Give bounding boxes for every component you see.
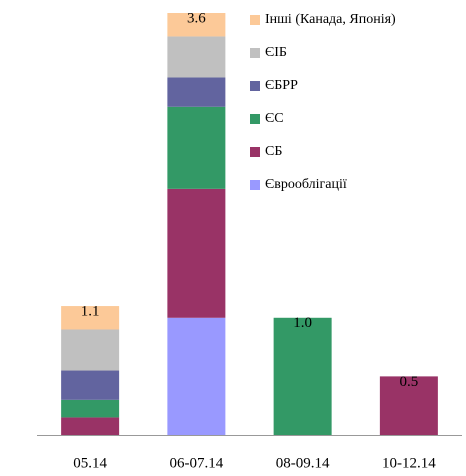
x-tick-label: 05.14 [73, 455, 107, 471]
legend-label: Єврооблігації [265, 177, 347, 192]
bar-segment [61, 417, 120, 435]
x-tick-label: 10-12.14 [382, 455, 436, 471]
total-label: 0.5 [400, 374, 419, 390]
total-label: 1.0 [293, 315, 312, 331]
bar-segment [379, 376, 438, 435]
legend-label: ЄІБ [265, 45, 287, 60]
legend-swatch [250, 81, 260, 91]
legend-label: ЄС [265, 111, 284, 126]
x-tick-label: 08-09.14 [276, 455, 330, 471]
bar-segment [167, 188, 226, 318]
bar-segment [167, 77, 226, 107]
bar-segment [167, 106, 226, 189]
legend-label: СБ [265, 144, 282, 159]
legend-swatch [250, 147, 260, 157]
legend-label: Інші (Канада, Японія) [265, 12, 396, 27]
bar-segment [167, 36, 226, 78]
bar-segment [167, 317, 226, 435]
bar-segment [61, 370, 120, 400]
bar-segment [61, 306, 120, 330]
legend-label: ЄБРР [265, 78, 298, 93]
legend-swatch [250, 48, 260, 58]
legend-swatch [250, 114, 260, 124]
total-label: 1.1 [81, 303, 100, 319]
bar-segment [273, 317, 332, 435]
legend-swatch [250, 15, 260, 25]
bar-segment [61, 329, 120, 371]
total-label: 3.6 [187, 10, 206, 26]
legend-swatch [250, 180, 260, 190]
x-tick-label: 06-07.14 [170, 455, 224, 471]
bar-segment [167, 13, 226, 37]
bar-segment [61, 399, 120, 418]
